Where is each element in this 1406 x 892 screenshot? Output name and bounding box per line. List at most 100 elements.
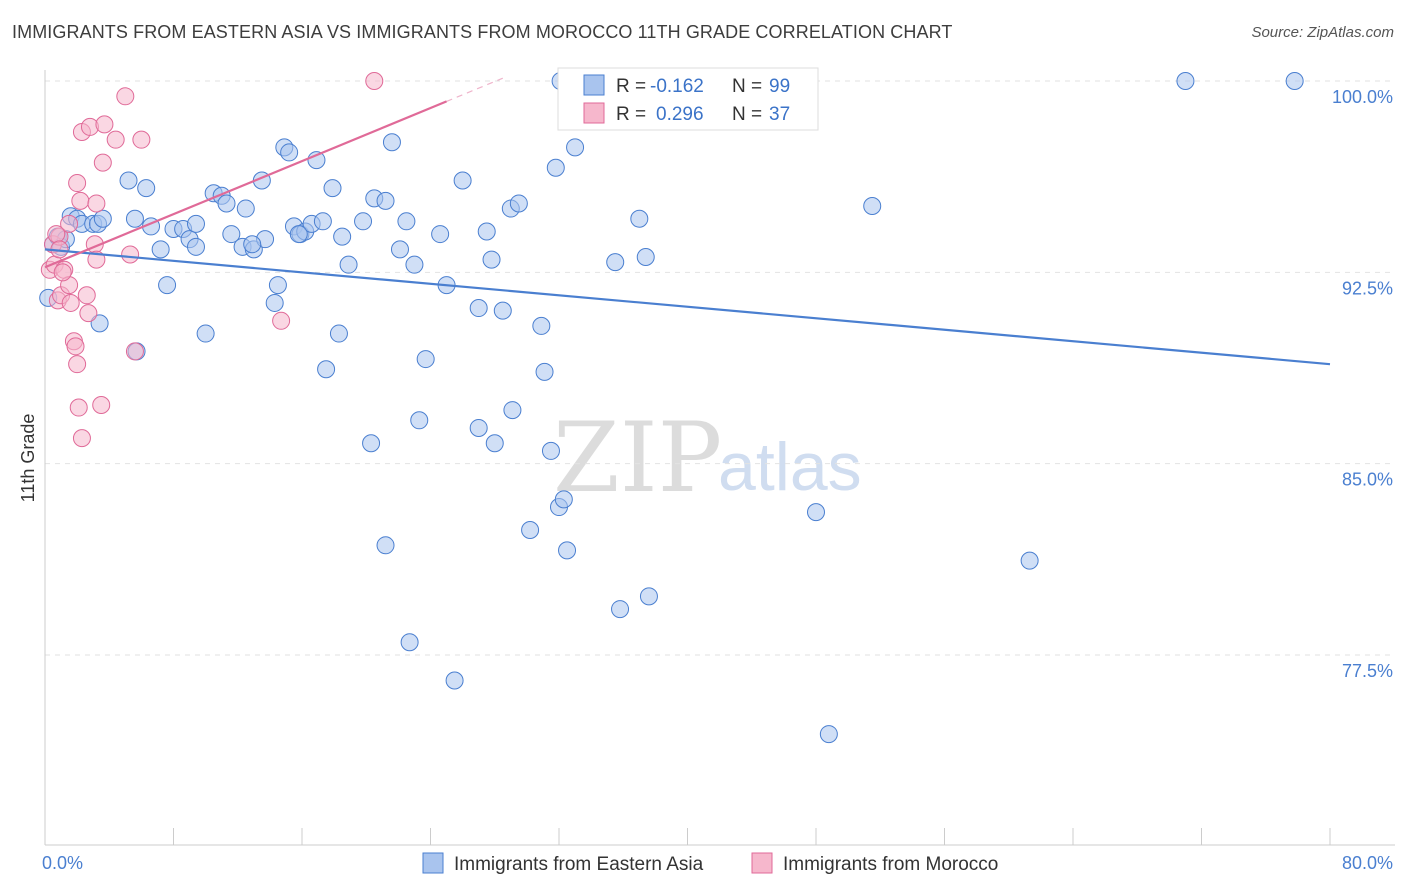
eastern-asia-point bbox=[323, 179, 342, 198]
eastern-asia-point bbox=[158, 276, 177, 295]
eastern-asia-point bbox=[532, 316, 551, 335]
legend-r-value-1: -0.162 bbox=[650, 76, 704, 97]
morocco-point bbox=[72, 429, 91, 448]
eastern-asia-point bbox=[558, 541, 577, 560]
eastern-asia-point bbox=[566, 138, 585, 157]
eastern-asia-point bbox=[611, 600, 630, 619]
morocco-point bbox=[93, 153, 112, 172]
morocco-point bbox=[272, 311, 291, 330]
legend-swatch-pink bbox=[583, 102, 605, 124]
eastern-asia-point bbox=[268, 276, 287, 295]
morocco-point bbox=[68, 174, 87, 193]
eastern-asia-point bbox=[196, 324, 215, 343]
legend-box: R = -0.162 N = 99 R = 0.296 N = 37 bbox=[557, 67, 819, 131]
eastern-asia-trend-line bbox=[44, 248, 1331, 366]
eastern-asia-point bbox=[410, 411, 429, 430]
eastern-asia-point bbox=[521, 520, 540, 539]
legend-n-value-1: 99 bbox=[769, 76, 790, 97]
eastern-asia-point bbox=[313, 212, 332, 231]
bottom-legend-label-morocco: Immigrants from Morocco bbox=[783, 854, 998, 875]
eastern-asia-point bbox=[222, 225, 241, 244]
eastern-asia-point bbox=[125, 209, 144, 228]
legend-r-value-2: 0.296 bbox=[656, 104, 704, 125]
eastern-asia-point bbox=[119, 171, 138, 190]
morocco-point bbox=[66, 337, 85, 356]
series-morocco-points bbox=[40, 72, 384, 448]
morocco-point bbox=[92, 395, 111, 414]
grid bbox=[45, 80, 1395, 656]
eastern-asia-point bbox=[1020, 551, 1039, 570]
eastern-asia-point bbox=[541, 441, 560, 460]
morocco-point bbox=[116, 87, 135, 106]
y-tick-label: 77.5% bbox=[1342, 661, 1393, 681]
eastern-asia-point bbox=[186, 214, 205, 233]
eastern-asia-point bbox=[265, 293, 284, 312]
legend-r-label-2: R = bbox=[616, 104, 646, 125]
morocco-point bbox=[68, 355, 87, 374]
eastern-asia-point bbox=[405, 255, 424, 274]
eastern-asia-point bbox=[445, 671, 464, 690]
legend-r-label-1: R = bbox=[616, 76, 646, 97]
eastern-asia-point bbox=[503, 401, 522, 420]
eastern-asia-point bbox=[376, 191, 395, 210]
eastern-asia-point bbox=[819, 725, 838, 744]
eastern-asia-point bbox=[317, 360, 336, 379]
watermark: ZIP atlas bbox=[553, 402, 862, 514]
eastern-asia-point bbox=[639, 587, 658, 606]
eastern-asia-point bbox=[482, 250, 501, 269]
eastern-asia-point bbox=[329, 324, 348, 343]
eastern-asia-point bbox=[280, 143, 299, 162]
eastern-asia-point bbox=[606, 253, 625, 272]
morocco-point bbox=[77, 286, 96, 305]
legend-n-value-2: 37 bbox=[769, 104, 790, 125]
legend-n-label-1: N = bbox=[732, 76, 762, 97]
morocco-point bbox=[87, 194, 106, 213]
eastern-asia-point bbox=[1285, 72, 1304, 90]
eastern-asia-point bbox=[469, 299, 488, 318]
eastern-asia-point bbox=[243, 235, 262, 254]
chart-title: IMMIGRANTS FROM EASTERN ASIA VS IMMIGRAN… bbox=[12, 22, 953, 42]
morocco-point bbox=[132, 130, 151, 149]
morocco-point bbox=[61, 293, 80, 312]
eastern-asia-point bbox=[390, 240, 409, 259]
eastern-asia-point bbox=[151, 240, 170, 259]
trend-lines bbox=[44, 77, 1331, 366]
eastern-asia-point bbox=[477, 222, 496, 241]
eastern-asia-point bbox=[362, 434, 381, 453]
x-tick-label: 0.0% bbox=[42, 853, 83, 873]
y-tick-label: 100.0% bbox=[1332, 87, 1393, 107]
eastern-asia-point bbox=[400, 633, 419, 652]
eastern-asia-point bbox=[416, 350, 435, 369]
axes bbox=[44, 70, 1395, 846]
eastern-asia-point bbox=[236, 199, 255, 218]
eastern-asia-point bbox=[485, 434, 504, 453]
eastern-asia-point bbox=[382, 133, 401, 152]
eastern-asia-point bbox=[339, 255, 358, 274]
morocco-point bbox=[365, 72, 384, 90]
eastern-asia-point bbox=[186, 237, 205, 256]
eastern-asia-point bbox=[93, 209, 112, 228]
morocco-point bbox=[60, 214, 79, 233]
morocco-point bbox=[106, 130, 125, 149]
bottom-legend-swatch-blue bbox=[422, 852, 444, 874]
morocco-point bbox=[47, 225, 66, 244]
x-tick-label: 80.0% bbox=[1342, 853, 1393, 873]
eastern-asia-point bbox=[469, 418, 488, 437]
eastern-asia-point bbox=[630, 209, 649, 228]
morocco-trend-extension bbox=[446, 77, 504, 102]
morocco-point bbox=[69, 398, 88, 417]
y-tick-label: 85.0% bbox=[1342, 470, 1393, 490]
eastern-asia-point bbox=[509, 194, 528, 213]
bottom-legend-swatch-pink bbox=[751, 852, 773, 874]
legend-swatch-blue bbox=[583, 74, 605, 96]
eastern-asia-point bbox=[217, 194, 236, 213]
eastern-asia-point bbox=[493, 301, 512, 320]
morocco-point bbox=[53, 263, 72, 282]
y-axis-title: 11th Grade bbox=[18, 414, 38, 503]
watermark-atlas: atlas bbox=[718, 429, 862, 505]
legend-n-label-2: N = bbox=[732, 104, 762, 125]
eastern-asia-point bbox=[354, 212, 373, 231]
watermark-zip: ZIP bbox=[553, 402, 722, 514]
eastern-asia-point bbox=[1176, 72, 1195, 90]
